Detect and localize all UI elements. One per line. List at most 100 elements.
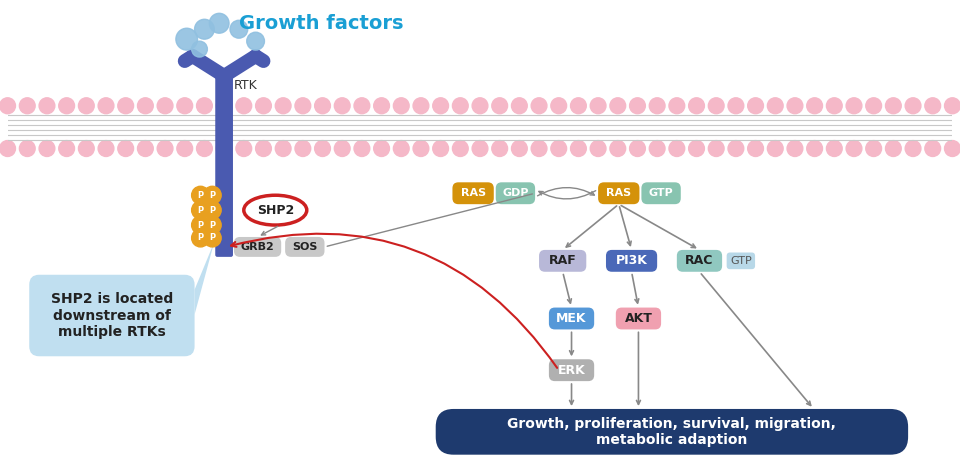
- Circle shape: [806, 140, 823, 156]
- Text: RAS: RAS: [606, 188, 632, 198]
- Circle shape: [255, 98, 272, 114]
- Circle shape: [590, 98, 606, 114]
- Circle shape: [204, 201, 221, 219]
- Text: GTP: GTP: [649, 188, 674, 198]
- Text: SHP2 is located
downstream of
multiple RTKs: SHP2 is located downstream of multiple R…: [51, 292, 173, 339]
- Circle shape: [708, 140, 724, 156]
- Circle shape: [433, 140, 448, 156]
- Circle shape: [610, 98, 626, 114]
- FancyBboxPatch shape: [540, 250, 587, 272]
- Circle shape: [230, 20, 248, 38]
- Text: ERK: ERK: [558, 364, 586, 377]
- FancyBboxPatch shape: [606, 250, 658, 272]
- Circle shape: [570, 98, 587, 114]
- Circle shape: [748, 140, 763, 156]
- FancyBboxPatch shape: [549, 359, 594, 381]
- Circle shape: [373, 98, 390, 114]
- Circle shape: [688, 98, 705, 114]
- Circle shape: [846, 140, 862, 156]
- Circle shape: [192, 229, 209, 247]
- Circle shape: [827, 140, 842, 156]
- Circle shape: [531, 140, 547, 156]
- Circle shape: [492, 140, 508, 156]
- Text: RAF: RAF: [549, 254, 577, 267]
- Circle shape: [373, 140, 390, 156]
- Circle shape: [216, 98, 232, 114]
- Text: GTP: GTP: [730, 256, 752, 266]
- Circle shape: [137, 98, 154, 114]
- Text: P: P: [198, 234, 204, 242]
- Text: PI3K: PI3K: [615, 254, 647, 267]
- Circle shape: [531, 98, 547, 114]
- Text: P: P: [198, 220, 204, 229]
- Circle shape: [204, 216, 221, 234]
- Circle shape: [590, 140, 606, 156]
- Circle shape: [315, 140, 330, 156]
- FancyBboxPatch shape: [495, 183, 535, 204]
- Circle shape: [137, 140, 154, 156]
- Text: RTK: RTK: [234, 80, 257, 92]
- Circle shape: [79, 98, 94, 114]
- Circle shape: [394, 98, 409, 114]
- Circle shape: [247, 32, 264, 50]
- Text: P: P: [198, 191, 204, 200]
- FancyBboxPatch shape: [215, 74, 233, 257]
- Circle shape: [157, 98, 173, 114]
- Text: Growth, proliferation, survival, migration,
metabolic adaption: Growth, proliferation, survival, migrati…: [508, 417, 836, 447]
- Circle shape: [39, 140, 55, 156]
- Circle shape: [192, 201, 209, 219]
- Circle shape: [195, 19, 214, 39]
- FancyBboxPatch shape: [615, 307, 661, 329]
- Circle shape: [236, 98, 252, 114]
- Circle shape: [19, 98, 36, 114]
- Circle shape: [551, 98, 566, 114]
- Circle shape: [118, 140, 133, 156]
- FancyBboxPatch shape: [29, 275, 195, 356]
- Circle shape: [512, 140, 527, 156]
- Text: SHP2: SHP2: [256, 204, 294, 217]
- FancyBboxPatch shape: [285, 237, 324, 257]
- Circle shape: [767, 140, 783, 156]
- Circle shape: [512, 98, 527, 114]
- Circle shape: [315, 98, 330, 114]
- Circle shape: [649, 140, 665, 156]
- Circle shape: [610, 140, 626, 156]
- Circle shape: [492, 98, 508, 114]
- Circle shape: [177, 140, 193, 156]
- Circle shape: [204, 229, 221, 247]
- Text: P: P: [209, 205, 215, 215]
- Circle shape: [767, 98, 783, 114]
- Text: Growth factors: Growth factors: [239, 14, 403, 33]
- Circle shape: [192, 216, 209, 234]
- Circle shape: [885, 140, 901, 156]
- Circle shape: [59, 140, 75, 156]
- Text: MEK: MEK: [556, 312, 587, 325]
- Text: P: P: [198, 205, 204, 215]
- Circle shape: [118, 98, 133, 114]
- Circle shape: [630, 140, 645, 156]
- Text: GDP: GDP: [502, 188, 529, 198]
- Circle shape: [295, 140, 311, 156]
- FancyBboxPatch shape: [234, 237, 281, 257]
- Circle shape: [866, 98, 881, 114]
- Circle shape: [276, 140, 291, 156]
- Circle shape: [924, 98, 941, 114]
- Circle shape: [334, 98, 350, 114]
- Circle shape: [79, 140, 94, 156]
- Circle shape: [19, 140, 36, 156]
- Circle shape: [354, 140, 370, 156]
- Circle shape: [649, 98, 665, 114]
- Circle shape: [0, 98, 15, 114]
- Circle shape: [669, 140, 684, 156]
- Circle shape: [472, 140, 488, 156]
- Circle shape: [708, 98, 724, 114]
- Circle shape: [0, 140, 15, 156]
- Text: P: P: [209, 191, 215, 200]
- Text: AKT: AKT: [625, 312, 653, 325]
- Circle shape: [177, 98, 193, 114]
- Circle shape: [334, 140, 350, 156]
- Circle shape: [748, 98, 763, 114]
- Circle shape: [945, 140, 960, 156]
- Circle shape: [905, 140, 921, 156]
- FancyBboxPatch shape: [598, 183, 639, 204]
